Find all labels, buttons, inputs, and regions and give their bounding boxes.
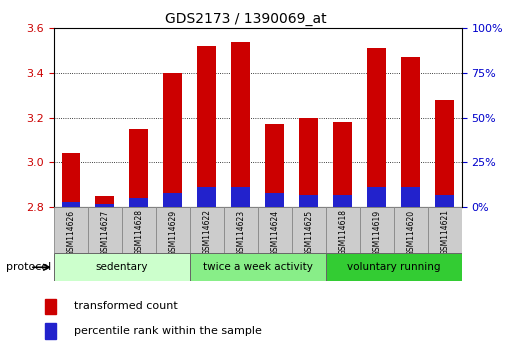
Bar: [45, 299, 56, 314]
Bar: [54, 253, 190, 281]
Bar: [326, 253, 462, 281]
Bar: [300, 118, 318, 207]
Text: GDS2173 / 1390069_at: GDS2173 / 1390069_at: [165, 12, 327, 27]
Bar: [393, 207, 428, 253]
Text: protocol: protocol: [6, 262, 51, 272]
Bar: [265, 124, 284, 207]
Bar: [156, 207, 190, 253]
Bar: [292, 207, 326, 253]
Text: GSM114619: GSM114619: [372, 210, 381, 256]
Text: GSM114628: GSM114628: [134, 210, 143, 255]
Text: transformed count: transformed count: [74, 301, 177, 311]
Bar: [326, 207, 360, 253]
Text: GSM114627: GSM114627: [101, 210, 109, 256]
Text: GSM114623: GSM114623: [236, 210, 245, 256]
Text: voluntary running: voluntary running: [347, 262, 441, 272]
Text: GSM114621: GSM114621: [440, 210, 449, 255]
Bar: [333, 195, 352, 207]
Text: GSM114626: GSM114626: [66, 210, 75, 256]
Bar: [164, 193, 182, 207]
Text: GSM114629: GSM114629: [168, 210, 177, 256]
Bar: [401, 57, 420, 207]
Bar: [231, 187, 250, 207]
Bar: [367, 187, 386, 207]
Bar: [164, 73, 182, 207]
Text: GSM114620: GSM114620: [406, 210, 415, 256]
Bar: [95, 196, 114, 207]
Text: GSM114622: GSM114622: [202, 210, 211, 255]
Bar: [265, 193, 284, 207]
Bar: [360, 207, 394, 253]
Bar: [231, 42, 250, 207]
Text: GSM114618: GSM114618: [338, 210, 347, 255]
Bar: [428, 207, 462, 253]
Bar: [62, 154, 80, 207]
Bar: [190, 207, 224, 253]
Bar: [401, 187, 420, 207]
Bar: [436, 100, 454, 207]
Text: twice a week activity: twice a week activity: [203, 262, 313, 272]
Text: sedentary: sedentary: [95, 262, 148, 272]
Text: GSM114625: GSM114625: [304, 210, 313, 256]
Bar: [333, 122, 352, 207]
Bar: [224, 207, 258, 253]
Bar: [129, 198, 148, 207]
Bar: [54, 207, 88, 253]
Bar: [88, 207, 122, 253]
Bar: [129, 129, 148, 207]
Bar: [62, 202, 80, 207]
Text: GSM114624: GSM114624: [270, 210, 279, 256]
Bar: [45, 323, 56, 339]
Bar: [300, 195, 318, 207]
Bar: [198, 187, 216, 207]
Text: percentile rank within the sample: percentile rank within the sample: [74, 326, 262, 336]
Bar: [95, 204, 114, 207]
Bar: [436, 195, 454, 207]
Bar: [190, 253, 326, 281]
Bar: [367, 48, 386, 207]
Bar: [198, 46, 216, 207]
Bar: [122, 207, 156, 253]
Bar: [258, 207, 292, 253]
